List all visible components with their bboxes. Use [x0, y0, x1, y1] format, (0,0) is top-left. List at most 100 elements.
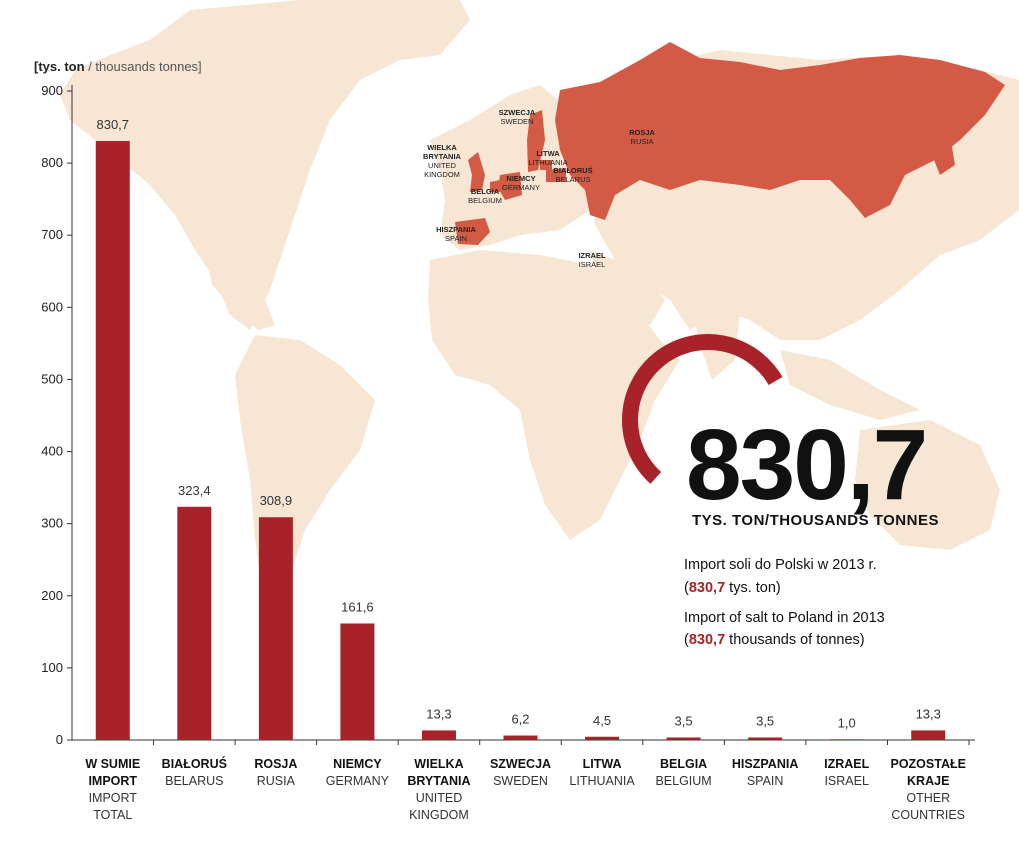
map-label-spain-en: SPAIN	[445, 234, 467, 243]
y-tick-label: 600	[41, 299, 63, 314]
y-tick-label: 300	[41, 516, 63, 531]
russia-shape	[555, 42, 1005, 220]
map-label-uk-pl: WIELKA BRYTANIA	[423, 143, 461, 161]
category-label-en: KINGDOM	[409, 808, 469, 822]
y-tick-label: 900	[41, 83, 63, 98]
total-unit: TYS. TON/THOUSANDS TONNES	[692, 512, 939, 529]
y-tick-label: 100	[41, 660, 63, 675]
map-label-belgium-en: BELGIUM	[468, 196, 502, 205]
y-tick-label: 500	[41, 371, 63, 386]
bar	[95, 140, 130, 740]
y-tick-label: 400	[41, 444, 63, 459]
bar	[340, 623, 375, 740]
bar	[503, 735, 538, 740]
map-label-israel: IZRAEL ISRAEL	[570, 251, 614, 269]
category-label-pl: W SUMIE	[85, 757, 140, 771]
bar	[258, 517, 293, 740]
category-label-pl: IMPORT	[88, 774, 137, 788]
info-en-line1: Import of salt to Poland in 2013	[684, 610, 885, 626]
map-label-uk: WIELKA BRYTANIA UNITED KINGDOM	[418, 143, 466, 179]
map-label-russia-pl: ROSJA	[629, 128, 655, 137]
arabia-shape	[590, 250, 665, 325]
category-label-pl: WIELKA	[414, 757, 463, 771]
total-ring	[622, 334, 783, 484]
map-label-russia-en: RUSIA	[630, 137, 654, 146]
total-value: 830,7	[686, 409, 928, 521]
bar-value-label: 830,7	[96, 117, 129, 132]
category-label-pl: NIEMCY	[333, 757, 382, 771]
map-label-sweden-pl: SZWECJA	[498, 108, 536, 117]
bar	[829, 739, 864, 740]
category-label-en: IMPORT	[89, 791, 138, 805]
category-label-pl: LITWA	[583, 757, 622, 771]
map-label-germany-en: GERMANY	[502, 183, 540, 192]
bar-value-label: 13,3	[426, 706, 451, 721]
bar-value-label: 13,3	[916, 706, 941, 721]
map-label-germany: NIEMCY GERMANY	[498, 174, 544, 192]
bar	[177, 506, 212, 740]
map-label-spain-pl: HISZPANIA	[436, 225, 476, 234]
y-tick-label: 700	[41, 227, 63, 242]
germany-shape	[498, 172, 522, 200]
africa-shape	[428, 250, 680, 540]
category-label-pl: SZWECJA	[490, 757, 551, 771]
sweden-shape	[527, 110, 545, 172]
bar-value-label: 1,0	[838, 715, 856, 730]
y-axis-unit-pl: [tys. ton	[34, 59, 85, 74]
bar-value-label: 323,4	[178, 483, 211, 498]
map-label-sweden: SZWECJA SWEDEN	[493, 108, 541, 126]
category-label-en: SPAIN	[747, 774, 784, 788]
uk-shape	[468, 152, 485, 192]
category-label-en: ISRAEL	[824, 774, 869, 788]
australia-shape	[855, 420, 1000, 550]
info-pl-paren: (	[684, 580, 689, 596]
map-label-spain: HISZPANIA SPAIN	[431, 225, 481, 243]
map-label-uk-en: UNITED KINGDOM	[424, 161, 460, 179]
southeast-asia-shape	[780, 350, 920, 420]
info-pl-line1: Import soli do Polski w 2013 r.	[684, 557, 877, 573]
category-label-pl: ROSJA	[254, 757, 297, 771]
bar-value-label: 161,6	[341, 599, 374, 614]
russia-kamchatka-shape	[930, 135, 955, 175]
lithuania-shape	[540, 160, 552, 170]
category-label-en: COUNTRIES	[891, 808, 965, 822]
highlighted-countries	[455, 42, 1005, 245]
y-tick-label: 800	[41, 155, 63, 170]
bar	[748, 737, 783, 740]
info-en-paren: (	[684, 632, 689, 648]
map-label-israel-pl: IZRAEL	[578, 251, 606, 260]
central-america-shape	[205, 250, 275, 330]
belarus-shape	[546, 168, 566, 182]
category-label-en: OTHER	[906, 791, 950, 805]
category-label-en: BELARUS	[165, 774, 223, 788]
bar-value-label: 3,5	[675, 713, 693, 728]
bar	[911, 730, 946, 740]
info-en-value: 830,7	[688, 632, 726, 648]
category-label-en: LITHUANIA	[569, 774, 635, 788]
north-america-shape	[60, 0, 430, 330]
category-label-en: RUSIA	[257, 774, 296, 788]
info-en-unit: thousands of tonnes)	[725, 632, 865, 648]
category-label-en: SWEDEN	[493, 774, 548, 788]
category-label-pl: KRAJE	[907, 774, 949, 788]
europe-shape	[430, 85, 590, 250]
map-label-belarus-en: BELARUS	[555, 175, 591, 184]
map-label-belgium: BELGIA BELGIUM	[463, 187, 507, 205]
info-pl-line2: (830,7 tys. ton)	[684, 580, 781, 596]
y-axis-unit-en: / thousands tonnes]	[88, 59, 202, 74]
map-label-lithuania-en: LITHUANIA	[528, 158, 568, 167]
ring-arc	[622, 334, 783, 484]
category-label-pl: BIAŁORUŚ	[162, 756, 227, 771]
spain-shape	[455, 218, 490, 245]
category-label-pl: POZOSTAŁE	[890, 757, 965, 771]
bar	[666, 737, 701, 740]
bar-value-label: 4,5	[593, 713, 611, 728]
category-label-en: TOTAL	[93, 808, 132, 822]
category-label-pl: BRYTANIA	[407, 774, 470, 788]
category-label-en: UNITED	[416, 791, 463, 805]
bar	[585, 736, 620, 740]
category-label-en: BELGIUM	[655, 774, 711, 788]
map-label-russia: ROSJA RUSIA	[616, 128, 668, 146]
info-pl-unit: tys. ton)	[725, 580, 781, 596]
